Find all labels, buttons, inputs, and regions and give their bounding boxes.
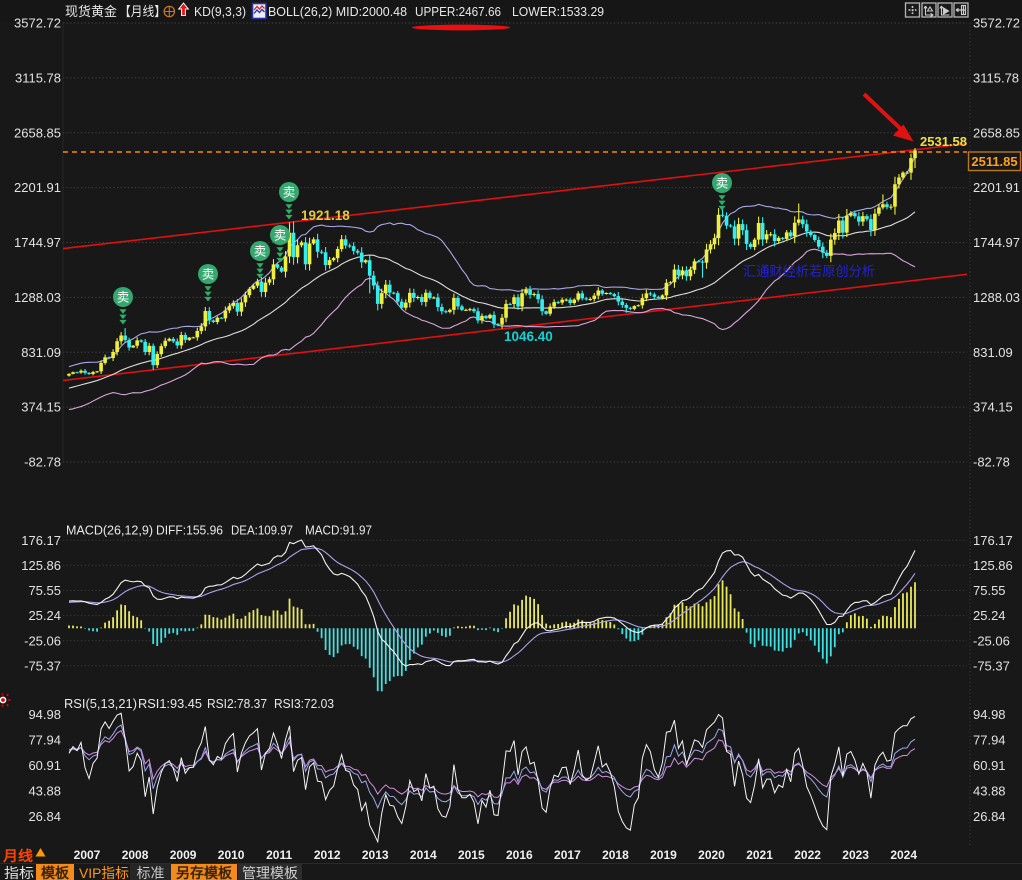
svg-text:1288.03: 1288.03 (973, 290, 1020, 305)
svg-text:2010: 2010 (218, 848, 245, 862)
svg-text:-25.06: -25.06 (973, 633, 1010, 648)
svg-text:2658.85: 2658.85 (973, 125, 1020, 140)
svg-text:94.98: 94.98 (973, 707, 1006, 722)
svg-text:2009: 2009 (170, 848, 197, 862)
svg-text:2016: 2016 (506, 848, 533, 862)
svg-text:-82.78: -82.78 (24, 455, 61, 470)
svg-text:2201.91: 2201.91 (14, 180, 61, 195)
svg-text:2019: 2019 (650, 848, 677, 862)
svg-text:汇通财经析若原创分析: 汇通财经析若原创分析 (743, 264, 875, 279)
svg-text:标准: 标准 (137, 865, 165, 880)
svg-text:2012: 2012 (314, 848, 341, 862)
svg-text:77.94: 77.94 (28, 733, 61, 748)
svg-text:176.17: 176.17 (973, 533, 1013, 548)
svg-text:-25.06: -25.06 (24, 633, 61, 648)
svg-text:卖: 卖 (117, 291, 130, 305)
svg-text:374.15: 374.15 (973, 400, 1013, 415)
svg-text:2531.58: 2531.58 (920, 134, 967, 149)
svg-text:-75.37: -75.37 (24, 658, 61, 673)
svg-text:125.86: 125.86 (973, 558, 1013, 573)
svg-text:43.88: 43.88 (973, 784, 1006, 799)
svg-text:LOWER:1533.29: LOWER:1533.29 (512, 4, 604, 19)
svg-text:26.84: 26.84 (28, 809, 61, 824)
svg-text:75.55: 75.55 (973, 583, 1006, 598)
svg-text:1744.97: 1744.97 (973, 235, 1020, 250)
svg-text:94.98: 94.98 (28, 707, 61, 722)
svg-text:25.24: 25.24 (28, 608, 61, 623)
svg-text:3572.72: 3572.72 (973, 16, 1020, 31)
svg-text:1744.97: 1744.97 (14, 235, 61, 250)
svg-text:UPPER:2467.66: UPPER:2467.66 (415, 4, 501, 19)
svg-text:831.09: 831.09 (973, 345, 1013, 360)
svg-text:管理模板: 管理模板 (242, 865, 298, 880)
svg-text:60.91: 60.91 (973, 758, 1006, 773)
svg-text:2023: 2023 (842, 848, 869, 862)
svg-text:指标: 指标 (4, 865, 34, 880)
svg-text:卖: 卖 (283, 186, 296, 200)
svg-text:2201.91: 2201.91 (973, 180, 1020, 195)
svg-text:2011: 2011 (266, 848, 292, 862)
svg-text:2020: 2020 (698, 848, 725, 862)
svg-text:1046.40: 1046.40 (504, 329, 553, 344)
svg-text:43.88: 43.88 (28, 784, 61, 799)
svg-text:MACD:91.97: MACD:91.97 (305, 523, 372, 538)
svg-text:3115.78: 3115.78 (973, 70, 1019, 85)
svg-text:2018: 2018 (602, 848, 629, 862)
svg-text:RSI(5,13,21): RSI(5,13,21) (64, 696, 137, 711)
svg-text:2021: 2021 (746, 848, 773, 862)
svg-text:KD(9,3,3): KD(9,3,3) (194, 4, 246, 19)
svg-text:2013: 2013 (362, 848, 389, 862)
svg-text:2014: 2014 (410, 848, 437, 862)
svg-text:-82.78: -82.78 (973, 455, 1010, 470)
svg-text:MACD(26,12,9): MACD(26,12,9) (66, 523, 153, 538)
svg-text:2024: 2024 (890, 848, 917, 862)
svg-text:75.55: 75.55 (28, 583, 61, 598)
svg-text:2511.85: 2511.85 (971, 154, 1017, 169)
svg-text:77.94: 77.94 (973, 733, 1006, 748)
svg-text:125.86: 125.86 (21, 558, 61, 573)
svg-text:60.91: 60.91 (28, 758, 61, 773)
svg-text:2008: 2008 (122, 848, 149, 862)
svg-text:模板: 模板 (41, 865, 70, 880)
svg-text:DIFF:155.96: DIFF:155.96 (156, 523, 223, 538)
svg-text:卖: 卖 (274, 229, 287, 243)
svg-text:26.84: 26.84 (973, 809, 1006, 824)
svg-text:-75.37: -75.37 (973, 658, 1010, 673)
svg-text:BOLL(26,2) MID:2000.48: BOLL(26,2) MID:2000.48 (268, 4, 407, 19)
svg-text:1288.03: 1288.03 (14, 290, 61, 305)
svg-text:RSI2:78.37: RSI2:78.37 (207, 696, 267, 711)
svg-text:现货黄金: 现货黄金 (65, 4, 117, 19)
svg-text:2022: 2022 (794, 848, 821, 862)
svg-text:3115.78: 3115.78 (15, 70, 61, 85)
svg-text:RSI3:72.03: RSI3:72.03 (274, 696, 334, 711)
svg-text:2007: 2007 (74, 848, 101, 862)
svg-text:2658.85: 2658.85 (14, 125, 61, 140)
svg-text:RSI1:93.45: RSI1:93.45 (138, 696, 202, 711)
svg-text:2015: 2015 (458, 848, 485, 862)
svg-text:卖: 卖 (202, 268, 215, 282)
svg-text:DEA:109.97: DEA:109.97 (231, 523, 293, 538)
svg-text:3572.72: 3572.72 (14, 16, 61, 31)
svg-text:VIP指标: VIP指标 (79, 865, 129, 880)
svg-text:月线: 月线 (2, 848, 33, 864)
svg-text:另存模板: 另存模板 (176, 865, 233, 880)
svg-text:25.24: 25.24 (973, 608, 1006, 623)
svg-text:831.09: 831.09 (21, 345, 61, 360)
svg-text:176.17: 176.17 (21, 533, 61, 548)
svg-text:【月线】: 【月线】 (119, 4, 166, 19)
svg-text:卖: 卖 (716, 177, 729, 191)
svg-text:1921.18: 1921.18 (301, 208, 350, 223)
svg-text:2017: 2017 (554, 848, 581, 862)
svg-text:374.15: 374.15 (21, 400, 61, 415)
svg-text:卖: 卖 (254, 245, 267, 259)
